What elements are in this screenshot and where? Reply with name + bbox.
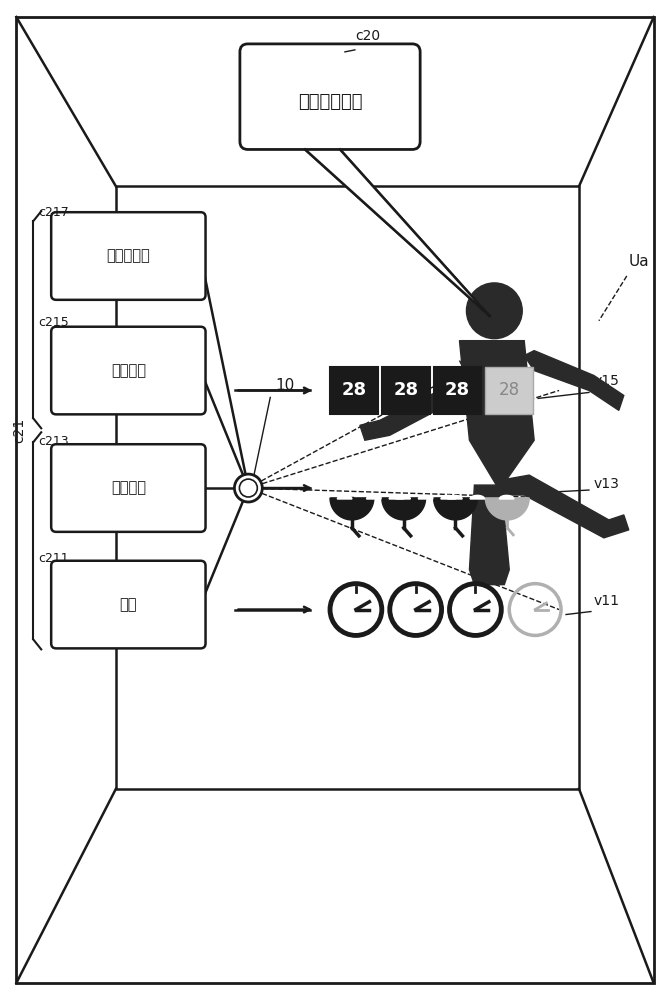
FancyBboxPatch shape bbox=[51, 444, 206, 532]
Text: 你能做什么？: 你能做什么？ bbox=[297, 93, 362, 111]
Text: 28: 28 bbox=[393, 381, 418, 399]
Text: 时钟: 时钟 bbox=[120, 597, 137, 612]
FancyBboxPatch shape bbox=[51, 561, 206, 648]
Text: c21: c21 bbox=[12, 418, 26, 443]
Polygon shape bbox=[396, 495, 410, 499]
Text: c211: c211 bbox=[38, 552, 69, 565]
Bar bbox=[485, 367, 533, 414]
Text: 28: 28 bbox=[341, 381, 366, 399]
Text: 天气预报: 天气预报 bbox=[111, 481, 146, 496]
Polygon shape bbox=[418, 495, 433, 499]
Polygon shape bbox=[382, 498, 425, 520]
Polygon shape bbox=[305, 149, 489, 316]
Polygon shape bbox=[470, 485, 509, 585]
Polygon shape bbox=[448, 495, 462, 499]
Text: v13: v13 bbox=[594, 477, 620, 491]
Bar bbox=[382, 367, 429, 414]
Polygon shape bbox=[360, 361, 474, 440]
Polygon shape bbox=[470, 495, 484, 499]
Text: 家廷日历: 家廷日历 bbox=[111, 363, 146, 378]
Text: 28: 28 bbox=[445, 381, 470, 399]
Polygon shape bbox=[494, 475, 628, 538]
FancyBboxPatch shape bbox=[51, 327, 206, 414]
Text: 可以显示。: 可以显示。 bbox=[107, 249, 150, 264]
Polygon shape bbox=[441, 495, 456, 499]
Polygon shape bbox=[524, 351, 624, 410]
Polygon shape bbox=[433, 498, 478, 520]
Polygon shape bbox=[337, 495, 352, 499]
Text: v11: v11 bbox=[594, 594, 620, 608]
Text: c20: c20 bbox=[355, 29, 380, 43]
Polygon shape bbox=[366, 495, 381, 499]
Circle shape bbox=[466, 283, 522, 339]
Polygon shape bbox=[499, 495, 514, 499]
Bar bbox=[330, 367, 378, 414]
Text: v15: v15 bbox=[594, 374, 620, 388]
Text: 28: 28 bbox=[498, 381, 520, 399]
Text: 10: 10 bbox=[275, 378, 295, 393]
Polygon shape bbox=[389, 495, 404, 499]
Polygon shape bbox=[485, 498, 529, 520]
Bar bbox=[433, 367, 481, 414]
FancyBboxPatch shape bbox=[240, 44, 420, 149]
Circle shape bbox=[234, 474, 262, 502]
FancyBboxPatch shape bbox=[51, 212, 206, 300]
Text: c217: c217 bbox=[38, 206, 69, 219]
Text: c213: c213 bbox=[38, 435, 69, 448]
Polygon shape bbox=[330, 498, 374, 520]
Text: c215: c215 bbox=[38, 316, 69, 329]
Text: Ua: Ua bbox=[628, 254, 649, 269]
Polygon shape bbox=[460, 341, 534, 490]
